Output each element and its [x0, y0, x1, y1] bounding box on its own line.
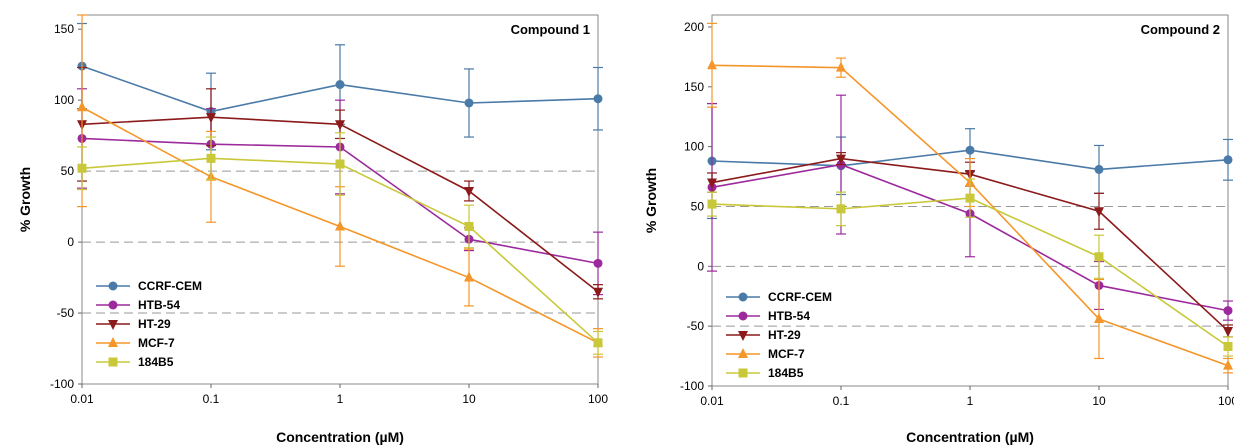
y-tick-label: -50: [687, 319, 705, 333]
y-tick-label: 0: [697, 259, 704, 273]
data-point: [1094, 164, 1104, 174]
data-point: [335, 220, 345, 231]
y-tick-label: 50: [61, 164, 75, 178]
data-point: [1223, 342, 1233, 352]
legend-label: MCF-7: [768, 347, 805, 361]
x-tick-label: 10: [1092, 394, 1106, 408]
x-tick-label: 0.1: [203, 392, 220, 406]
y-tick-label: -100: [50, 377, 74, 391]
legend-label: 184B5: [138, 355, 174, 369]
legend-marker: [108, 320, 118, 330]
legend-label: MCF-7: [138, 336, 175, 350]
legend-entry: MCF-7: [726, 347, 805, 361]
data-point: [1223, 306, 1233, 316]
data-point: [707, 199, 717, 209]
data-point: [593, 94, 603, 104]
data-point: [464, 271, 474, 282]
data-point: [593, 287, 603, 298]
y-tick-label: 150: [684, 80, 704, 94]
legend-entry: CCRF-CEM: [726, 290, 832, 304]
legend-entry: MCF-7: [96, 336, 175, 350]
x-tick-label: 0.01: [700, 394, 724, 408]
data-point: [836, 61, 846, 72]
legend-marker: [738, 348, 748, 358]
legend-marker: [738, 292, 748, 302]
data-point: [1094, 312, 1104, 323]
data-point: [836, 204, 846, 214]
legend-label: HT-29: [138, 317, 171, 331]
panel-title: Compound 1: [511, 22, 590, 37]
x-tick-label: 10: [462, 392, 476, 406]
data-point: [77, 163, 87, 173]
y-tick-label: 0: [67, 235, 74, 249]
x-tick-label: 0.01: [70, 392, 94, 406]
y-tick-label: 100: [54, 93, 74, 107]
x-tick-label: 100: [1218, 394, 1234, 408]
legend-label: CCRF-CEM: [768, 290, 832, 304]
data-point: [335, 80, 345, 90]
legend-entry: HT-29: [96, 317, 171, 331]
data-point: [707, 178, 717, 189]
legend-entry: HTB-54: [726, 309, 810, 323]
data-point: [1223, 155, 1233, 165]
x-tick-label: 0.1: [833, 394, 850, 408]
data-point: [206, 153, 216, 163]
series-184b5: [77, 132, 603, 355]
legend-entry: HT-29: [726, 328, 801, 342]
legend-entry: 184B5: [726, 366, 804, 380]
x-tick-label: 1: [337, 392, 344, 406]
legend-marker: [108, 357, 118, 367]
panel-title: Compound 2: [1141, 22, 1220, 37]
data-point: [206, 113, 216, 124]
data-point: [965, 193, 975, 203]
data-point: [77, 101, 87, 112]
data-point: [836, 154, 846, 165]
y-tick-label: -50: [57, 306, 75, 320]
y-tick-label: -100: [680, 379, 704, 393]
legend-label: CCRF-CEM: [138, 279, 202, 293]
legend-marker: [108, 281, 118, 291]
legend-marker: [738, 368, 748, 378]
data-point: [1094, 207, 1104, 218]
legend-label: 184B5: [768, 366, 804, 380]
legend-entry: CCRF-CEM: [96, 279, 202, 293]
chart-panel-2: -100 -50 0 50 100 150 200 0.01 0.1 1 10 100 % Growth…: [643, 14, 1234, 445]
data-point: [335, 159, 345, 169]
data-point: [464, 98, 474, 108]
legend-label: HTB-54: [768, 309, 810, 323]
x-tick-label: 1: [967, 394, 974, 408]
legend-marker: [738, 331, 748, 341]
data-point: [593, 258, 603, 268]
data-point: [1094, 252, 1104, 262]
data-point: [707, 59, 717, 70]
data-point: [965, 145, 975, 155]
y-tick-label: 150: [54, 22, 74, 36]
y-tick-label: 100: [684, 140, 704, 154]
y-tick-label: 50: [691, 199, 705, 213]
data-point: [464, 186, 474, 197]
legend-marker: [108, 300, 118, 310]
y-axis-title: % Growth: [17, 167, 33, 232]
legend-marker: [738, 311, 748, 321]
data-point: [593, 338, 603, 348]
legend-label: HT-29: [768, 328, 801, 342]
data-point: [1223, 326, 1233, 337]
legend-entry: 184B5: [96, 355, 174, 369]
series-184b5: [707, 178, 1233, 357]
y-tick-label: 200: [684, 20, 704, 34]
legend-marker: [108, 337, 118, 347]
x-axis-title: Concentration (µM): [276, 429, 404, 445]
x-tick-label: 100: [588, 392, 608, 406]
data-point: [464, 221, 474, 231]
chart-panel-1: -100 -50 0 50 100 150 0.01 0.1 1 10 100 % Growth Con…: [17, 14, 608, 445]
y-axis-title: % Growth: [643, 168, 659, 233]
data-point: [1223, 359, 1233, 370]
legend-label: HTB-54: [138, 298, 180, 312]
data-point: [335, 120, 345, 131]
legend-entry: HTB-54: [96, 298, 180, 312]
x-axis-title: Concentration (µM): [906, 429, 1034, 445]
